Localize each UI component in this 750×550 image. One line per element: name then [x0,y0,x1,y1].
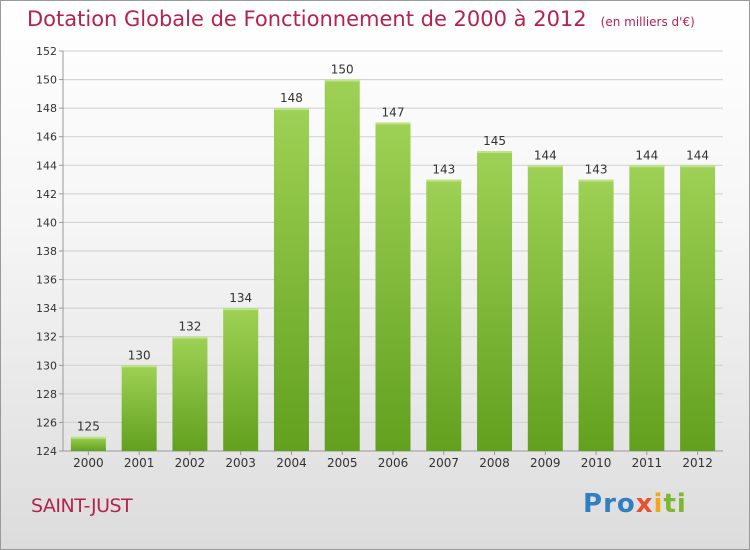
logo-letter: i [653,489,664,519]
bar [273,108,309,452]
bar-highlight [629,165,665,168]
y-tick-label: 148 [36,102,57,115]
bar-highlight [172,336,208,339]
x-tick-label: 2012 [682,456,713,470]
x-tick-label: 2006 [378,456,409,470]
x-tick-label: 2010 [581,456,612,470]
bar [680,165,716,452]
y-tick-label: 150 [36,74,57,87]
y-tick-label: 126 [36,416,57,429]
data-label: 145 [483,134,506,148]
y-tick-label: 140 [36,216,57,229]
data-label: 143 [432,163,455,177]
data-label: 132 [178,320,201,334]
bar [477,151,513,451]
bar-highlight [121,365,157,368]
data-label: 144 [534,148,557,162]
data-label: 148 [280,91,303,105]
bar-highlight [273,108,309,111]
y-tick-label: 144 [36,159,57,172]
x-tick-label: 2001 [124,456,155,470]
x-tick-label: 2005 [327,456,358,470]
commune-name: SAINT-JUST [31,495,133,517]
y-tick-label: 138 [36,245,57,258]
bar-highlight [477,151,513,153]
bars [70,79,716,452]
unit-label: (en milliers d'€) [600,15,695,29]
x-tick-label: 2004 [276,456,307,470]
logo-letter: r [603,489,617,519]
bar [223,308,259,451]
y-tick-label: 130 [36,359,57,372]
data-label: 147 [382,105,405,119]
bar [324,79,360,452]
labels: 125 2000 130 2001 132 2002 134 2003 148 2004 150 20… [73,63,713,470]
y-tick-label: 128 [36,388,57,401]
bar [121,365,157,451]
x-tick-label: 2007 [428,456,459,470]
data-label: 130 [128,348,151,362]
y-tick-label: 124 [36,445,57,458]
y-tick-label: 146 [36,131,57,144]
bar [578,179,614,452]
bar [375,122,411,451]
data-label: 143 [585,163,608,177]
y-tick-label: 132 [36,331,57,344]
bar-highlight [578,179,614,182]
x-tick-label: 2003 [225,456,256,470]
bar [629,165,665,452]
title-text: Dotation Globale de Fonctionnement de 20… [27,7,587,31]
bar-highlight [375,122,411,125]
bar [172,336,208,451]
x-tick-label: 2002 [175,456,206,470]
x-tick-label: 2008 [479,456,510,470]
data-label: 144 [686,148,709,162]
bar-highlight [527,165,563,168]
y-tick-label: 134 [36,302,57,315]
logo-letter: P [583,489,604,519]
data-label: 150 [331,63,354,77]
y-tick-label: 136 [36,274,57,287]
y-tick-label: 142 [36,188,57,201]
logo-letter: x [635,489,654,519]
x-tick-label: 2011 [632,456,663,470]
logo-letter: i [676,489,687,519]
data-label: 144 [635,148,658,162]
bar-highlight [680,165,716,168]
data-label: 134 [229,291,252,305]
proxiti-logo[interactable]: Proxiti [583,489,687,519]
x-tick-label: 2009 [530,456,561,470]
bar-highlight [70,436,106,439]
logo-letter: o [616,489,636,519]
data-label: 125 [77,420,100,434]
bar-highlight [426,179,462,182]
bar [426,179,462,452]
x-tick-label: 2000 [73,456,104,470]
bar-highlight [223,308,259,311]
logo-letter: t [663,489,677,519]
y-tick-label: 152 [36,45,57,58]
bar [70,436,106,451]
chart-title: Dotation Globale de Fonctionnement de 20… [27,7,695,31]
bar [527,165,563,452]
bar-highlight [324,79,360,82]
